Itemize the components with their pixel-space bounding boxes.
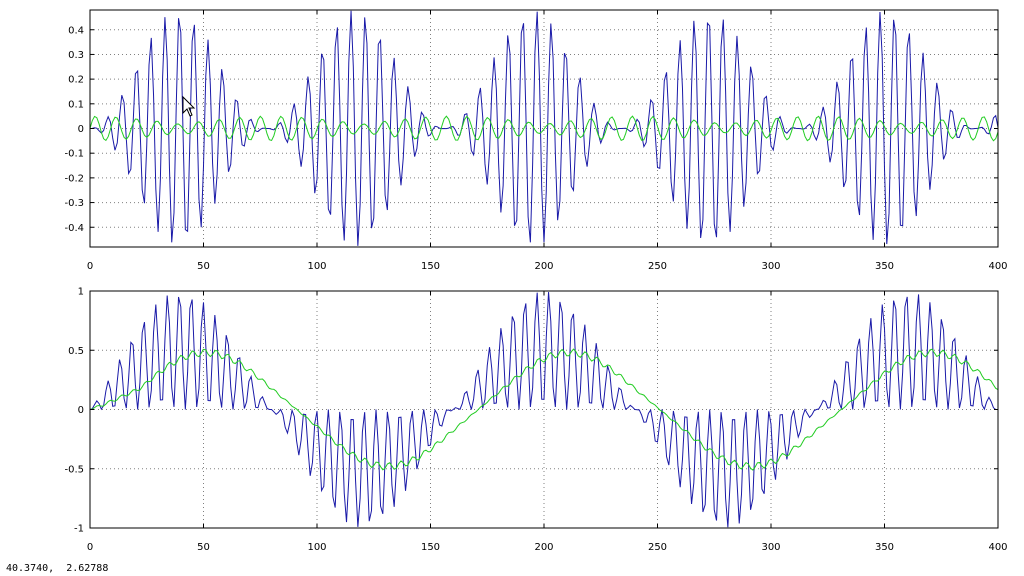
y-tick-label: -0.4 bbox=[64, 223, 84, 234]
x-tick-label: 0 bbox=[87, 261, 93, 272]
top-panel[interactable]: 0 50 100 150 200 250 300 350 400 0.4 0.3 0.2 0.1 0 -0.… bbox=[64, 9, 1008, 272]
x-tick-label: 150 bbox=[421, 542, 440, 553]
x-tick-label: 50 bbox=[197, 261, 210, 272]
series-line-1 bbox=[90, 292, 998, 528]
x-tick-label: 400 bbox=[988, 261, 1007, 272]
x-tick-label: 0 bbox=[87, 542, 93, 553]
x-tick-label: 350 bbox=[875, 261, 894, 272]
x-tick-label: 50 bbox=[197, 542, 210, 553]
x-tick-label: 150 bbox=[421, 261, 440, 272]
y-tick-label: -0.1 bbox=[64, 149, 84, 160]
y-tick-label: -1 bbox=[74, 524, 84, 535]
y-tick-label: -0.5 bbox=[64, 464, 84, 475]
y-tick-label: 0 bbox=[78, 124, 84, 135]
y-tick-label: 0.5 bbox=[68, 346, 84, 357]
x-tick-label: 300 bbox=[761, 261, 780, 272]
y-tick-label: -0.3 bbox=[64, 198, 84, 209]
series-line-2 bbox=[90, 115, 998, 142]
y-tick-label: -0.2 bbox=[64, 173, 84, 184]
x-tick-label: 250 bbox=[648, 542, 667, 553]
mouse-pointer-icon bbox=[182, 95, 196, 117]
y-tick-label: 0.2 bbox=[68, 75, 84, 86]
coordinate-readout: 40.3740, 2.62788 bbox=[6, 563, 109, 574]
y-tick-label: 0.4 bbox=[68, 25, 84, 36]
x-tick-label: 200 bbox=[534, 261, 553, 272]
x-tick-label: 350 bbox=[875, 542, 894, 553]
series-line-1 bbox=[90, 10, 998, 246]
x-tick-label: 300 bbox=[761, 542, 780, 553]
y-tick-label: 0 bbox=[78, 405, 84, 416]
x-tick-label: 100 bbox=[307, 542, 326, 553]
bottom-panel[interactable]: 0 50 100 150 200 250 300 350 400 1 0.5 0 -0.5 -1 bbox=[64, 287, 1007, 554]
x-tick-label: 100 bbox=[307, 261, 326, 272]
x-tick-label: 400 bbox=[988, 542, 1007, 553]
series-line-2 bbox=[90, 348, 998, 471]
y-tick-label: 0.3 bbox=[68, 50, 84, 61]
y-tick-label: 0.1 bbox=[68, 99, 84, 110]
y-tick-label: 1 bbox=[78, 287, 84, 298]
x-tick-label: 200 bbox=[534, 542, 553, 553]
x-tick-label: 250 bbox=[648, 261, 667, 272]
